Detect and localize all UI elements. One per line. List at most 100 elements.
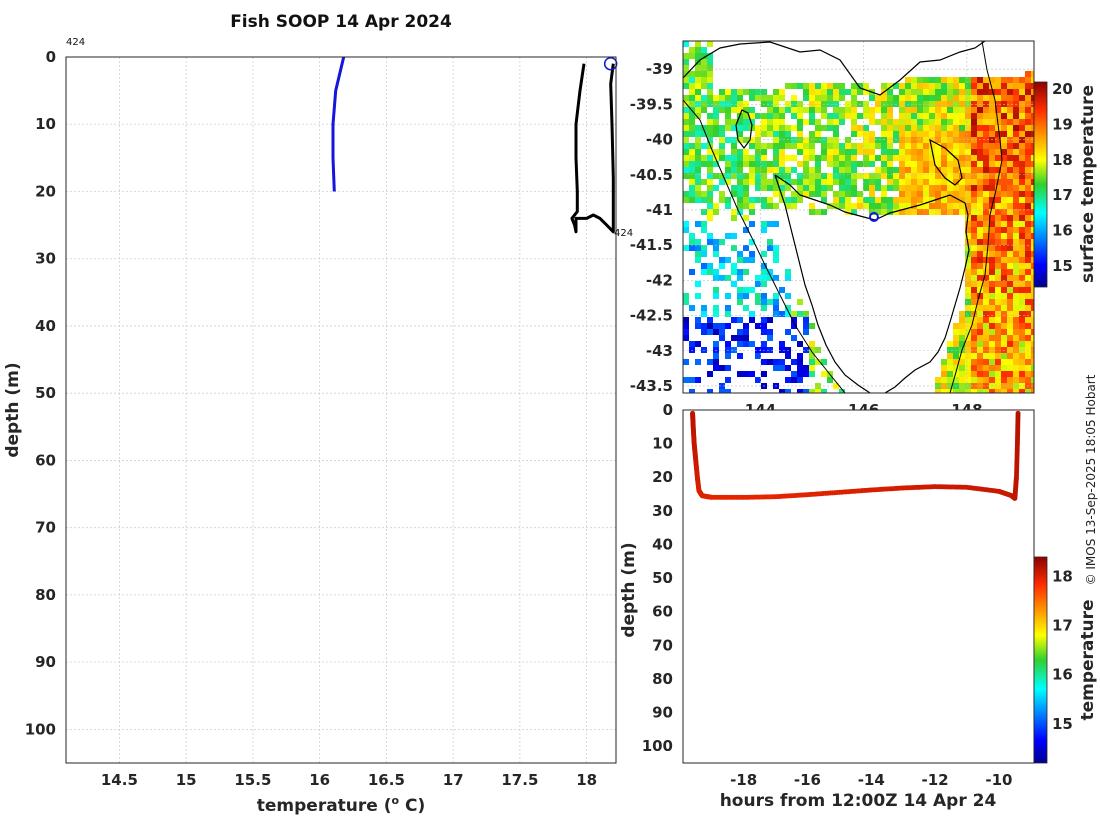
sst-cell [887,161,893,167]
profile-x-tick-label: 15.5 [234,771,271,789]
sst-cell [839,185,845,191]
sst-cell [959,119,965,125]
sst-cell [797,101,803,107]
profile-x-tick-label: 16 [309,771,330,789]
sst-cell [803,149,809,155]
depth-time-y-tick-label: 0 [663,401,673,419]
sst-cell [911,77,917,83]
sst-cell [809,191,815,197]
sst-cell [1007,305,1013,311]
sst-cell [1007,215,1013,221]
sst-cell [905,173,911,179]
sst-cell [761,125,767,131]
sst-cell [971,155,977,161]
sst-cell [863,197,869,203]
sst-cell [755,167,761,173]
sst-cell [899,173,905,179]
sst-cell [989,131,995,137]
sst-cell [851,209,857,215]
sst-cell [1013,203,1019,209]
sst-cell [803,161,809,167]
sst-cell [935,83,941,89]
sst-cell [965,311,971,317]
sst-cell [917,125,923,131]
sst-cell [845,107,851,113]
sst-cell [737,353,743,359]
sst-cell [779,191,785,197]
sst-cell [827,89,833,95]
sst-cell [791,137,797,143]
sst-cell [977,95,983,101]
sst-cell [989,227,995,233]
sst-cell [899,161,905,167]
sst-cell [821,197,827,203]
sst-cell [863,173,869,179]
sst-cell [977,83,983,89]
sst-cell [977,239,983,245]
sst-cell [797,179,803,185]
sst-cell [743,185,749,191]
sst-cell [911,83,917,89]
sst-cell [965,95,971,101]
sst-cell [779,287,785,293]
sst-cell [929,161,935,167]
sst-cell [995,269,1001,275]
sst-cell [797,143,803,149]
sst-cell [821,101,827,107]
sst-cell [917,209,923,215]
sst-cell [761,101,767,107]
sst-cell [809,209,815,215]
sst-cell [941,101,947,107]
sst-cell [995,77,1001,83]
sst-cell [725,137,731,143]
sst-cell [1001,377,1007,383]
sst-cell [767,197,773,203]
sst-cell [779,341,785,347]
sst-cell [983,185,989,191]
sst-cell [869,155,875,161]
sst-cell [941,197,947,203]
sst-cell [845,191,851,197]
sst-cell [995,257,1001,263]
sst-cell [1007,185,1013,191]
sst-cell [791,335,797,341]
sst-cell [995,341,1001,347]
sst-cell [857,101,863,107]
sst-cell [917,179,923,185]
sst-cell [821,137,827,143]
sst-cell [965,359,971,365]
sst-cell [1001,365,1007,371]
sst-cell [899,119,905,125]
sst-cell [965,167,971,173]
sst-cell [1025,197,1031,203]
sst-cell [899,101,905,107]
sst-cell [743,245,749,251]
sst-cell [977,221,983,227]
sst-cell [683,359,689,365]
sst-cell [719,263,725,269]
sst-cell [701,269,707,275]
sst-cell [761,227,767,233]
sst-cell [689,77,695,83]
sst-cell [743,119,749,125]
sst-cell [911,131,917,137]
sst-cell [743,155,749,161]
sst-cell [845,173,851,179]
sst-cell [1007,275,1013,281]
sst-cell [815,83,821,89]
sst-cell [989,329,995,335]
sst-cell [1007,365,1013,371]
sst-cell [881,155,887,161]
sst-cell [725,161,731,167]
sst-cell [971,269,977,275]
sst-cell [809,107,815,113]
sst-cell [929,77,935,83]
sst-cell [785,167,791,173]
sst-cell [1019,137,1025,143]
sst-cell [707,89,713,95]
sst-cell [911,155,917,161]
sst-cell [1013,83,1019,89]
sst-cell [1001,155,1007,161]
sst-cell [857,197,863,203]
sst-cell [1001,215,1007,221]
